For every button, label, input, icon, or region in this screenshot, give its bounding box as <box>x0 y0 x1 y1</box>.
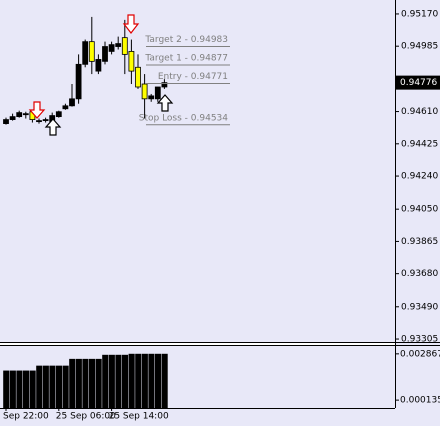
time-axis-bg <box>0 408 395 426</box>
candle-body <box>88 41 95 62</box>
candle-body <box>42 119 49 122</box>
buy-arrow <box>44 118 62 136</box>
histogram-bar <box>62 365 69 408</box>
y-tick-label: 0.94240 <box>401 172 438 182</box>
histogram-bar <box>122 354 129 408</box>
candle-body <box>154 86 161 100</box>
candle-body <box>102 46 108 62</box>
candle-body <box>75 63 82 100</box>
y-tick-label: 0.94050 <box>401 205 438 215</box>
histogram-bar <box>102 354 109 408</box>
main-pane <box>0 0 395 342</box>
y-tick-label: 0.002867 <box>400 349 440 359</box>
histogram-bar <box>42 365 49 408</box>
histogram-bar <box>75 358 82 408</box>
level-label: Entry - 0.94771 <box>158 72 228 82</box>
histogram-bar <box>135 353 142 408</box>
histogram-bar <box>56 365 63 408</box>
candle-body <box>36 120 42 123</box>
y-tick-label: 0.94425 <box>401 139 438 149</box>
histogram-bar <box>16 370 23 408</box>
candle-body <box>161 82 168 88</box>
histogram-bar <box>115 354 122 408</box>
x-tick-label: 25 Sep 06:00 <box>56 412 116 422</box>
histogram-bar <box>49 365 56 408</box>
level-label: Stop Loss - 0.94534 <box>139 113 229 123</box>
candle-body <box>69 98 75 107</box>
marks: 0.95170 0.94985 0.94610 0.94425 0.94240 0.940… <box>3 9 440 422</box>
x-tick-label: Sep 22:00 <box>3 412 49 422</box>
candle-body <box>141 83 148 100</box>
candle-body <box>3 119 9 124</box>
histogram-bar <box>23 370 30 408</box>
y-tick-label: 0.93490 <box>401 302 438 312</box>
y-tick-label: 0.93680 <box>401 269 438 279</box>
y-tick-label: 0.000135 <box>400 396 440 406</box>
y-tick-label: 0.94985 <box>401 42 438 52</box>
candle-body <box>95 59 102 72</box>
candle-body <box>135 66 141 88</box>
sell-arrow <box>122 14 140 34</box>
candle-body <box>115 43 122 47</box>
candle-body <box>22 113 29 116</box>
price-axis-bg <box>395 0 440 426</box>
last-price-label: 0.94776 <box>400 78 437 88</box>
histogram-bar <box>128 353 135 408</box>
y-tick-label: 0.94610 <box>401 107 438 117</box>
histogram-bar <box>141 353 148 408</box>
candle-body <box>62 105 69 110</box>
histogram-bar <box>155 353 162 408</box>
level-label: Target 1 - 0.94877 <box>144 54 228 64</box>
candle-body <box>121 37 128 55</box>
histogram-bar <box>3 370 10 408</box>
level-label: Target 2 - 0.94983 <box>144 35 228 45</box>
y-tick-label: 0.93305 <box>401 335 438 345</box>
candle-body <box>82 41 89 65</box>
candle-body <box>108 44 115 52</box>
y-tick-label: 0.95170 <box>401 9 438 19</box>
histogram-bar <box>82 358 89 408</box>
histogram-bar <box>36 365 43 408</box>
histogram-bar <box>89 358 96 408</box>
sell-arrow <box>28 101 46 119</box>
histogram-bar <box>161 353 168 408</box>
last-price-box <box>396 75 440 90</box>
histogram-bar <box>148 353 155 408</box>
candle-body <box>55 111 62 118</box>
histogram-bar <box>95 358 102 408</box>
buy-arrow <box>156 94 174 112</box>
candle-body <box>9 116 16 120</box>
histogram-bar <box>69 358 76 408</box>
candle-body <box>16 112 23 118</box>
y-tick-label: 0.93865 <box>401 237 438 247</box>
candle-body <box>148 95 155 100</box>
histogram-bar <box>9 370 16 408</box>
histogram-bar <box>29 370 36 408</box>
candle-body <box>128 51 135 72</box>
x-tick-label: 25 Sep 14:00 <box>109 412 169 422</box>
histogram-bar <box>108 354 115 408</box>
